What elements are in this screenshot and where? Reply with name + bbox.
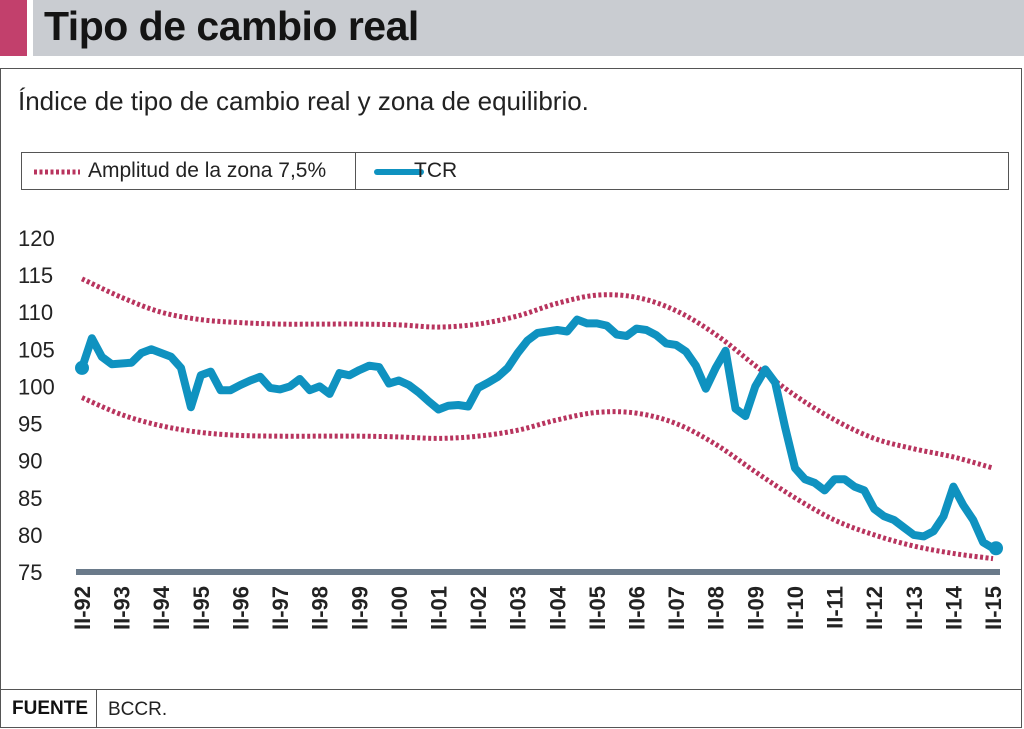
chart-frame [0, 68, 1022, 728]
x-tick-label: II-94 [149, 585, 174, 630]
legend-band-label: Amplitud de la zona 7,5% [88, 159, 327, 182]
legend: Amplitud de la zona 7,5% TCR [21, 152, 1009, 190]
x-tick-label: II-06 [625, 586, 650, 630]
band-lower [81, 395, 994, 562]
x-tick-label: II-08 [704, 586, 729, 630]
x-tick-label: II-99 [347, 586, 372, 630]
legend-divider [355, 153, 356, 189]
y-tick-label: 90 [18, 449, 42, 474]
y-tick-label: 100 [18, 374, 55, 399]
x-tick-label: II-02 [466, 586, 491, 630]
x-tick-label: II-96 [228, 586, 253, 630]
header-bar [33, 0, 1024, 56]
header-accent [0, 0, 27, 56]
band-lower-line [81, 395, 994, 562]
x-tick-label: II-14 [941, 585, 966, 630]
tcr-line [78, 315, 997, 553]
y-tick-label: 105 [18, 337, 55, 362]
y-tick-label: 110 [18, 300, 53, 325]
y-tick-label: 115 [18, 263, 53, 288]
legend-tcr-label: TCR [414, 159, 458, 182]
x-tick-label: II-11 [823, 586, 848, 629]
y-tick-label: 120 [18, 226, 55, 251]
x-tick-label: II-98 [308, 586, 333, 630]
y-tick-label: 95 [18, 412, 42, 437]
y-tick-label: 80 [18, 523, 42, 548]
x-tick-label: II-05 [585, 586, 610, 630]
x-tick-label: II-13 [902, 586, 927, 630]
legend-tcr-swatch [374, 169, 424, 175]
x-tick-label: II-07 [664, 586, 689, 630]
band-upper-line [80, 276, 994, 471]
x-tick-label: II-09 [743, 586, 768, 630]
footer-divider-line [0, 689, 1022, 690]
x-tick-label: II-00 [387, 586, 412, 630]
chart-title: Tipo de cambio real [44, 3, 419, 49]
x-tick-label: II-93 [110, 586, 135, 630]
legend-band-swatch [34, 169, 80, 175]
source-label: FUENTE [12, 698, 88, 719]
band-upper [80, 276, 994, 471]
x-tick-label: II-95 [189, 586, 214, 630]
x-axis: II-92 II-93 II-94 II-95 II-96 II-97 II-98 II-99… [70, 585, 1006, 630]
x-tick-label: II-92 [70, 586, 95, 630]
tcr-series [75, 315, 1003, 556]
y-axis: 75 80 85 90 95 100 105 110 115 120 [18, 226, 55, 585]
x-tick-label: II-03 [506, 586, 531, 630]
header: Tipo de cambio real [0, 0, 1024, 56]
x-tick-label: II-04 [545, 585, 570, 630]
y-tick-label: 85 [18, 486, 42, 511]
y-tick-label: 75 [18, 560, 42, 585]
x-tick-label: II-12 [862, 586, 887, 630]
source-text: BCCR. [108, 699, 168, 720]
tcr-start-point [75, 360, 89, 375]
x-tick-label: II-01 [427, 586, 452, 630]
x-tick-label: II-15 [981, 586, 1006, 630]
footer-divider [96, 690, 97, 728]
x-tick-label: II-97 [268, 586, 293, 630]
x-tick-label: II-10 [783, 586, 808, 630]
tcr-end-point [989, 541, 1003, 556]
chart-subtitle: Índice de tipo de cambio real y zona de … [18, 86, 589, 116]
